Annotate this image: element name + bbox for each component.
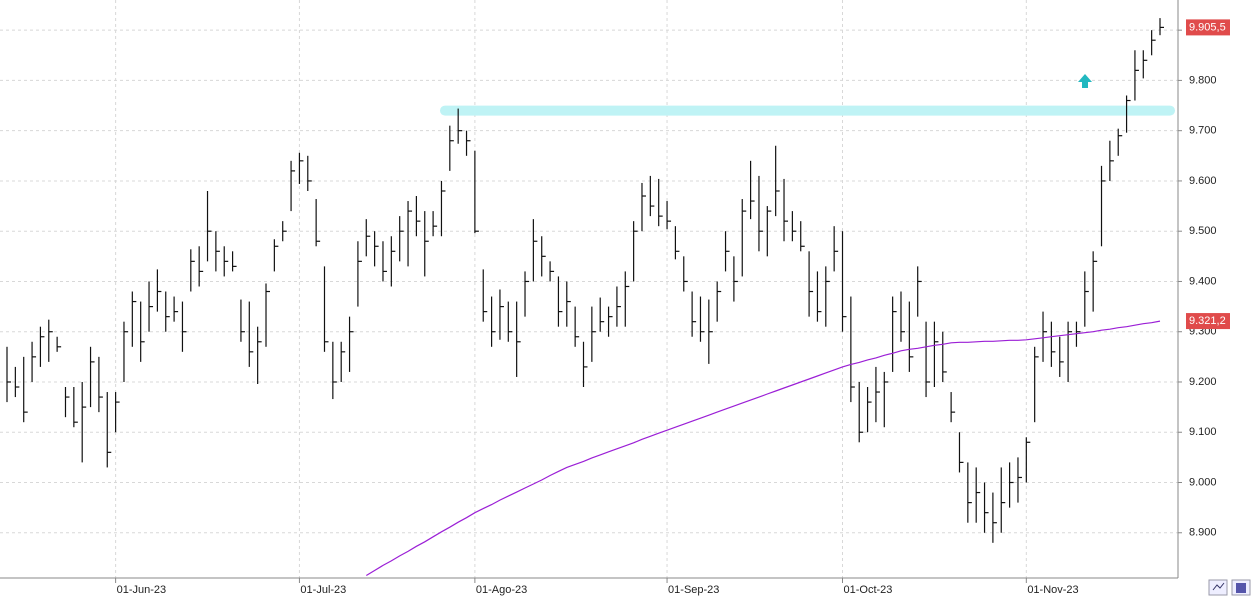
x-tick-label: 01-Nov-23 — [1027, 584, 1078, 596]
grid-layer — [0, 0, 1178, 578]
y-tick-label: 9.200 — [1189, 376, 1217, 388]
price-tag-label: 9.905,5 — [1189, 21, 1226, 33]
x-tick-label: 01-Oct-23 — [844, 584, 893, 596]
y-tick-label: 9.700 — [1189, 125, 1217, 137]
x-tick-label: 01-Jun-23 — [117, 584, 167, 596]
toolbar-icon — [1212, 582, 1225, 591]
y-tick-label: 9.800 — [1189, 74, 1217, 86]
y-tick-label: 9.400 — [1189, 275, 1217, 287]
save-icon — [1236, 583, 1246, 593]
y-tick-label: 9.100 — [1189, 426, 1217, 438]
y-tick-label: 9.600 — [1189, 175, 1217, 187]
y-tick-label: 9.500 — [1189, 225, 1217, 237]
toolbar-button[interactable] — [1208, 579, 1228, 596]
price-tag — [1186, 19, 1230, 36]
x-tick-label: 01-Sep-23 — [668, 584, 719, 596]
y-tick-label: 9.000 — [1189, 476, 1217, 488]
y-tick-label: 8.900 — [1189, 527, 1217, 539]
up-arrow-icon — [1078, 74, 1092, 88]
moving-average-line — [365, 320, 1161, 577]
price-tag — [1186, 313, 1230, 330]
x-tick-label: 01-Ago-23 — [476, 584, 527, 596]
price-tag-label: 9.321,2 — [1189, 315, 1226, 327]
x-tick-label: 01-Jul-23 — [300, 584, 346, 596]
